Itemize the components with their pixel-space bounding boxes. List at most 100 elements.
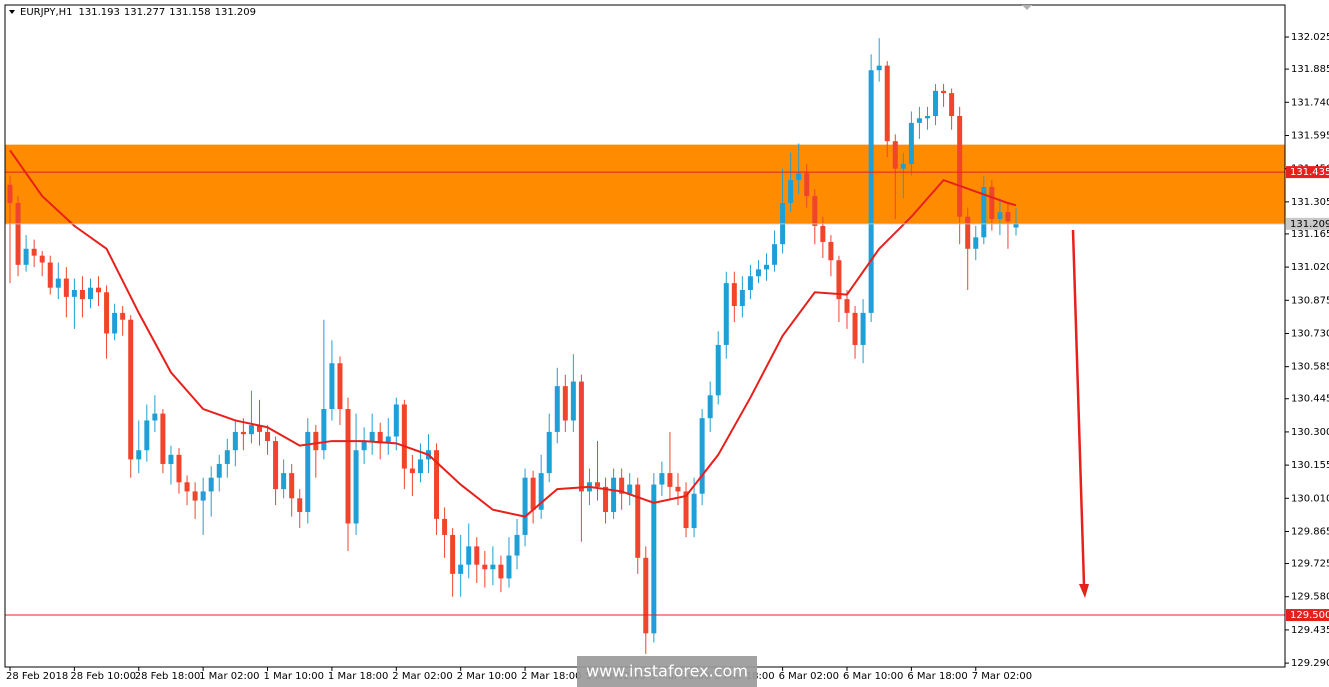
candle-body: [619, 477, 625, 494]
x-tick-label: 28 Feb 18:00: [135, 671, 201, 682]
candle-body: [112, 312, 118, 334]
candle-body: [152, 413, 158, 421]
ohlc-close: 131.209: [215, 7, 256, 18]
candle-body: [474, 546, 480, 565]
level-label-box: [1286, 166, 1329, 179]
x-tick-label: 2 Mar 02:00: [392, 671, 452, 682]
candle-body: [7, 184, 13, 204]
candle-body: [916, 118, 922, 123]
y-tick-label: 130.155: [1291, 460, 1329, 471]
candle-body: [973, 237, 979, 249]
candle-body: [651, 484, 657, 634]
candle-body: [313, 431, 319, 451]
candle-body: [434, 450, 440, 519]
y-tick-label: 131.165: [1291, 229, 1329, 240]
candle-body: [892, 141, 898, 169]
candle-body: [699, 418, 705, 494]
candle-body: [957, 116, 963, 217]
candle-body: [87, 287, 93, 300]
candle-body: [442, 518, 448, 535]
candle-body: [393, 404, 399, 437]
candle-body: [868, 70, 874, 313]
candle-body: [908, 122, 914, 165]
candle-body: [755, 269, 761, 277]
x-tick-label: 6 Mar 10:00: [843, 671, 903, 682]
candle-body: [554, 386, 560, 432]
candle-body: [627, 484, 633, 494]
candle-body: [570, 381, 576, 421]
candle-body: [812, 196, 818, 226]
candle-body: [361, 441, 367, 451]
y-tick-label: 131.305: [1291, 197, 1329, 208]
ohlc-low: 131.158: [169, 7, 210, 18]
symbol-menu-icon[interactable]: [9, 10, 15, 14]
x-tick-label: 7 Mar 02:00: [972, 671, 1032, 682]
candle-body: [47, 262, 53, 288]
x-tick-label: 1 Mar 18:00: [328, 671, 388, 682]
candle-body: [683, 491, 689, 529]
candle-body: [200, 491, 206, 501]
candle-body: [297, 498, 303, 513]
candle-body: [55, 278, 61, 288]
candle-body: [997, 212, 1003, 220]
price-label-box: [1286, 217, 1329, 230]
ohlc-open: 131.193: [79, 7, 120, 18]
candle-body: [120, 312, 126, 320]
candle-body: [788, 180, 794, 204]
candle-body: [128, 319, 134, 460]
candle-body: [15, 203, 21, 265]
candle-body: [611, 477, 617, 513]
ohlc-high: 131.277: [124, 7, 165, 18]
candle-body: [852, 312, 858, 345]
candle-body: [466, 546, 472, 565]
candle-body: [256, 425, 262, 432]
y-tick-label: 129.580: [1291, 592, 1329, 603]
y-tick-label: 131.740: [1291, 97, 1329, 108]
y-tick-label: 129.290: [1291, 658, 1329, 669]
candle-body: [490, 564, 496, 570]
x-tick-label: 2 Mar 10:00: [457, 671, 517, 682]
candle-body: [578, 381, 584, 492]
candle-body: [168, 454, 174, 464]
candle-body: [23, 248, 29, 265]
candle-body: [860, 312, 866, 345]
candle-body: [707, 395, 713, 419]
candle-body: [305, 431, 311, 513]
arrow-shaft: [1071, 229, 1086, 586]
y-tick-label: 130.730: [1291, 328, 1329, 339]
candle-body: [337, 363, 343, 410]
candle-body: [176, 454, 182, 483]
symbol: EURJPY,H1: [20, 7, 73, 18]
candle-body: [675, 486, 681, 492]
candle-body: [506, 555, 512, 579]
y-tick-label: 130.300: [1291, 427, 1329, 438]
candle-body: [71, 289, 77, 297]
candle-body: [635, 484, 641, 558]
candle-body: [965, 216, 971, 249]
candle-body: [409, 468, 415, 474]
y-tick-label: 129.865: [1291, 526, 1329, 537]
candle-body: [345, 409, 351, 524]
candle-body: [747, 276, 753, 290]
x-tick-label: 1 Mar 10:00: [264, 671, 324, 682]
candle-body: [924, 116, 930, 119]
candle-body: [844, 299, 850, 313]
arrow-head: [1079, 584, 1089, 598]
candle-body: [764, 264, 770, 270]
candle-body: [546, 431, 552, 474]
candle-body: [232, 431, 238, 451]
candle-body: [248, 425, 254, 435]
candle-body: [595, 482, 601, 487]
candle-body: [482, 564, 488, 570]
candle-body: [184, 482, 190, 492]
candle-body: [603, 486, 609, 513]
y-tick-label: 132.025: [1291, 32, 1329, 43]
moving-average: [9, 149, 1017, 518]
y-tick-label: 131.595: [1291, 130, 1329, 141]
x-tick-label: 6 Mar 02:00: [779, 671, 839, 682]
x-tick-label: 28 Feb 2018: [6, 671, 68, 682]
y-tick-label: 131.020: [1291, 262, 1329, 273]
y-tick-label: 130.875: [1291, 295, 1329, 306]
candle-body: [989, 186, 995, 220]
